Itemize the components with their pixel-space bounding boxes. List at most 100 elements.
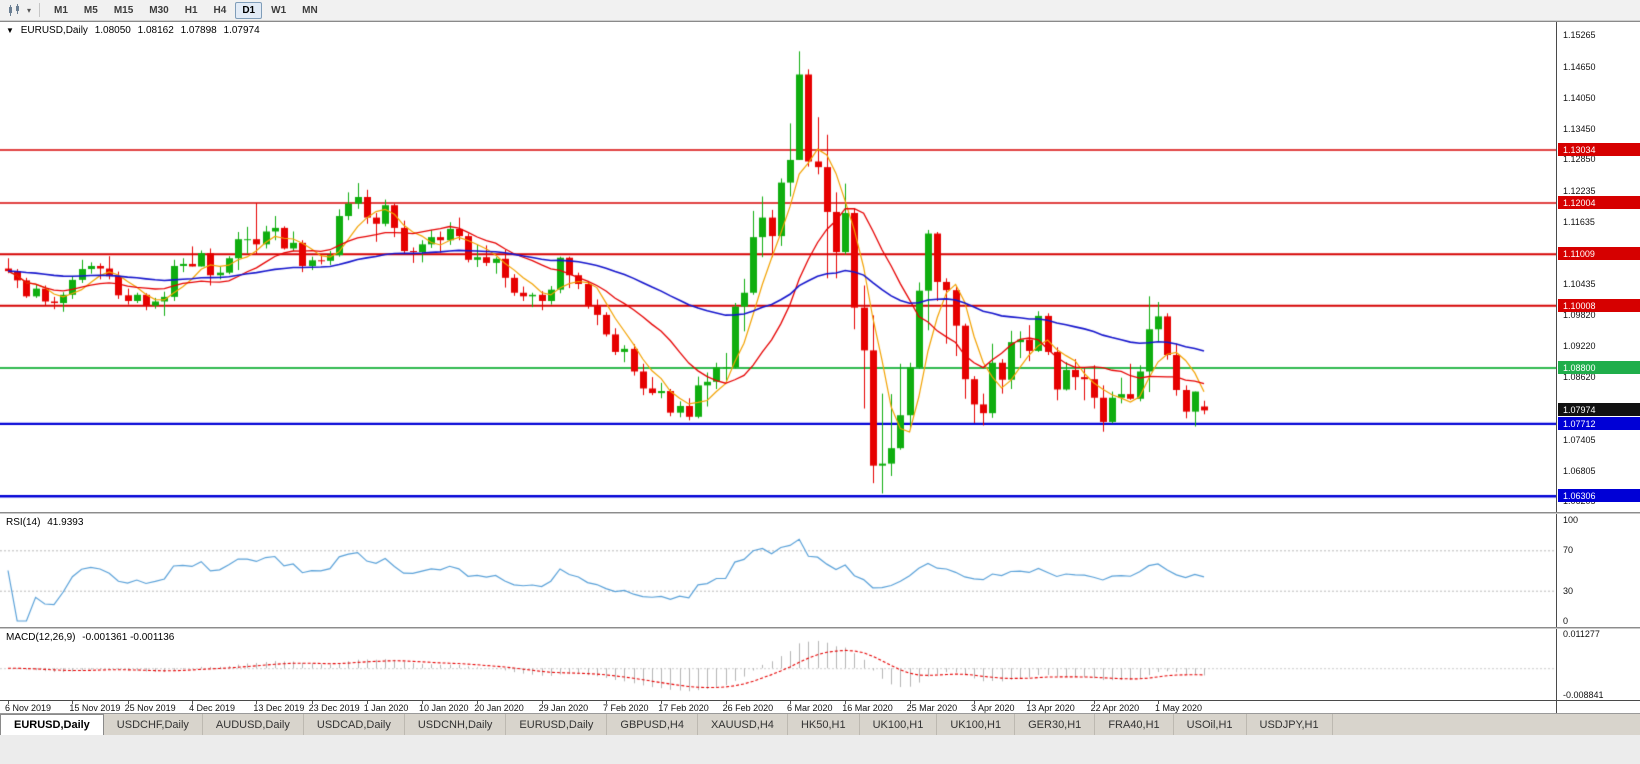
rsi-axis-label: 0	[1563, 616, 1569, 626]
time-tick	[127, 701, 129, 704]
chart-tab-eurusd-daily[interactable]: EURUSD,Daily	[0, 714, 104, 735]
price-axis-label: 1.15265	[1563, 30, 1596, 41]
date-label: 25 Nov 2019	[124, 703, 176, 713]
chart-expand-icon[interactable]: ▼	[6, 26, 14, 35]
price-axis-label: 1.11635	[1563, 216, 1595, 227]
price-tag: 1.07712	[1558, 416, 1640, 430]
chart-tab-gbpusd-h4[interactable]: GBPUSD,H4	[607, 714, 698, 735]
date-label: 26 Feb 2020	[722, 703, 774, 713]
toolbar-separator	[39, 3, 41, 17]
chart-symbol-period: EURUSD,Daily	[20, 25, 88, 36]
date-label: 3 Apr 2020	[971, 703, 1015, 713]
chart-tab-ger30-h1[interactable]: GER30,H1	[1015, 714, 1096, 735]
macd-axis-label: -0.008841	[1563, 690, 1604, 700]
status-bar	[0, 735, 1640, 764]
chart-tab-uk100-h1[interactable]: UK100,H1	[860, 714, 938, 735]
macd-canvas[interactable]	[0, 629, 1556, 700]
main-chart-panel: ▼ EURUSD,Daily 1.08050 1.08162 1.07898 1…	[0, 22, 1556, 512]
ohlc-low: 1.07898	[180, 25, 217, 36]
time-tick	[72, 701, 74, 704]
rsi-indicator-value: 41.9393	[47, 517, 84, 528]
time-tick	[974, 701, 975, 704]
panel-splitter[interactable]	[0, 512, 1640, 514]
chart-tab-hk50-h1[interactable]: HK50,H1	[788, 714, 860, 735]
ohlc-high: 1.08162	[137, 25, 174, 36]
price-tag: 1.12004	[1558, 195, 1640, 209]
chart-type-icon[interactable]	[4, 3, 25, 18]
timeframe-button-m30[interactable]: M30	[149, 4, 169, 16]
price-axis-label: 1.13450	[1563, 123, 1596, 134]
chart-tab-fra40-h1[interactable]: FRA40,H1	[1095, 714, 1174, 735]
price-tag: 1.11009	[1558, 247, 1640, 261]
ohlc-open: 1.08050	[94, 25, 131, 36]
timeframe-button-mn[interactable]: MN	[302, 4, 318, 16]
date-label: 20 Jan 2020	[474, 703, 524, 713]
rsi-canvas[interactable]	[0, 514, 1556, 627]
top-toolbar: ▾ M1 M5 M15 M30 H1 H4 D1 W1 MN	[0, 0, 1640, 21]
price-tag: 1.13034	[1558, 142, 1640, 156]
time-axis[interactable]: 6 Nov 2019 15 Nov 2019 25 Nov 2019 4 Dec 20…	[0, 700, 1640, 714]
macd-indicator-values: -0.001361 -0.001136	[82, 632, 175, 643]
macd-legend: MACD(12,26,9) -0.001361 -0.001136	[6, 632, 178, 643]
date-label: 6 Nov 2019	[5, 703, 52, 713]
rsi-legend: RSI(14) 41.9393	[6, 517, 87, 528]
timeframe-button-w1[interactable]: W1	[271, 4, 287, 16]
rsi-indicator-panel: RSI(14) 41.9393	[0, 514, 1556, 627]
time-tick	[1093, 701, 1095, 704]
time-tick	[256, 701, 258, 704]
date-label: 17 Feb 2020	[658, 703, 709, 713]
date-label: 29 Jan 2020	[538, 703, 589, 713]
timeframe-button-m15[interactable]: M15	[113, 4, 134, 16]
timeframe-button-m5[interactable]: M5	[83, 4, 98, 16]
time-tick	[725, 701, 727, 704]
date-label: 25 Mar 2020	[906, 703, 958, 713]
price-axis-label: 1.09220	[1563, 341, 1596, 352]
axis-corner-divider	[1556, 701, 1557, 714]
candlestick-chart-icon	[9, 3, 19, 16]
price-tag: 1.10008	[1558, 298, 1640, 312]
time-tick	[909, 701, 911, 704]
chart-tab-eurusd-daily[interactable]: EURUSD,Daily	[506, 714, 608, 735]
chart-tab-usdcnh-daily[interactable]: USDCNH,Daily	[405, 714, 507, 735]
price-tag: 1.07974	[1558, 403, 1640, 417]
chart-tab-usdjpy-h1[interactable]: USDJPY,H1	[1247, 714, 1333, 735]
chart-tab-usdcad-daily[interactable]: USDCAD,Daily	[304, 714, 405, 735]
time-tick	[8, 701, 9, 704]
rsi-axis-label: 100	[1563, 515, 1579, 525]
panel-splitter[interactable]	[0, 627, 1640, 629]
macd-indicator-panel: MACD(12,26,9) -0.001361 -0.001136	[0, 629, 1556, 700]
chart-window: ▼ EURUSD,Daily 1.08050 1.08162 1.07898 1…	[0, 21, 1640, 714]
macd-indicator-name: MACD(12,26,9)	[6, 632, 76, 643]
chart-tab-xauusd-h4[interactable]: XAUUSD,H4	[698, 714, 788, 735]
price-axis-label: 1.12850	[1563, 154, 1596, 165]
chart-tab-audusd-daily[interactable]: AUDUSD,Daily	[203, 714, 304, 735]
timeframe-button-m1[interactable]: M1	[54, 4, 68, 16]
chevron-down-icon[interactable]: ▾	[27, 5, 32, 15]
time-tick	[422, 701, 423, 704]
macd-axis-label: 0.011277	[1563, 629, 1600, 639]
ohlc-close: 1.07974	[223, 25, 260, 36]
price-axis-label: 1.07405	[1563, 434, 1596, 445]
price-axis[interactable]: 1.15265 1.14650 1.14050 1.13450 1.12850 1.122…	[1556, 22, 1640, 700]
price-tag: 1.06306	[1558, 489, 1640, 503]
chart-legend: ▼ EURUSD,Daily 1.08050 1.08162 1.07898 1…	[6, 25, 264, 36]
main-chart-canvas[interactable]	[0, 22, 1556, 512]
chart-tab-usdchf-daily[interactable]: USDCHF,Daily	[104, 714, 203, 735]
chart-tab-uk100-h1[interactable]: UK100,H1	[937, 714, 1016, 735]
time-tick	[311, 701, 313, 704]
date-label: 1 May 2020	[1155, 703, 1203, 713]
date-label: 4 Dec 2019	[189, 703, 236, 713]
date-label: 10 Jan 2020	[419, 703, 469, 713]
timeframe-button-d1[interactable]: D1	[235, 1, 263, 19]
timeframe-button-h4[interactable]: H4	[213, 4, 227, 16]
date-label: 7 Feb 2020	[603, 703, 649, 713]
rsi-axis-label: 70	[1563, 545, 1574, 556]
price-axis-label: 1.12235	[1563, 186, 1596, 197]
price-axis-label: 1.14650	[1563, 61, 1596, 72]
chart-tab-usoil-h1[interactable]: USOil,H1	[1174, 714, 1247, 735]
price-tag: 1.08800	[1558, 360, 1640, 374]
date-label: 1 Jan 2020	[363, 703, 409, 713]
price-axis-label: 1.06805	[1563, 465, 1596, 476]
timeframe-button-h1[interactable]: H1	[184, 4, 198, 16]
time-tick	[1029, 701, 1031, 704]
